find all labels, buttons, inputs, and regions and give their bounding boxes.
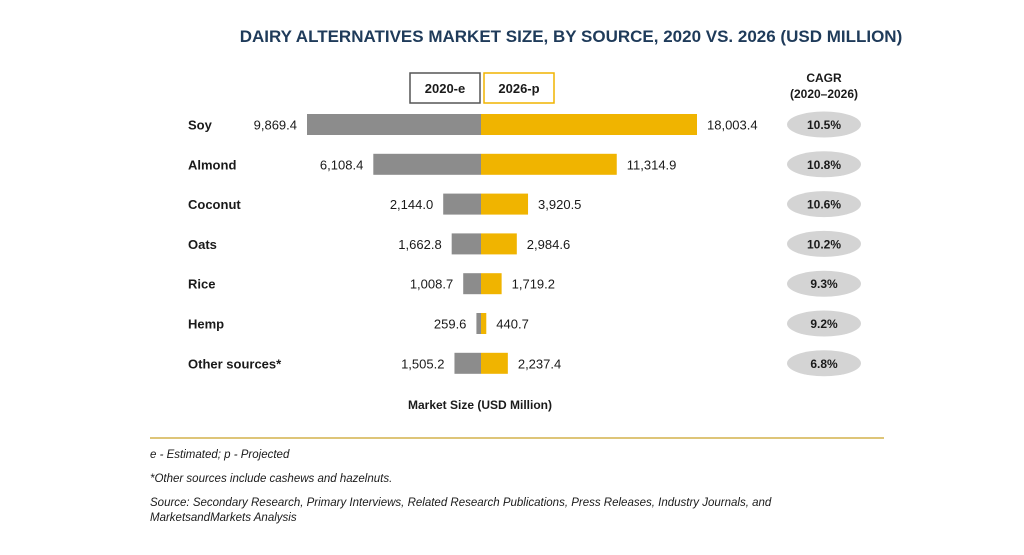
bar-2026-rice [481,273,502,295]
bar-2020-soy [307,114,481,135]
bar-2026-soy [481,114,697,135]
cagr-value-almond: 10.8% [807,158,841,172]
value-label-2020-coconut: 2,144.0 [390,197,433,212]
category-label-other-sources: Other sources* [188,356,282,371]
bar-2020-oats [451,233,481,255]
value-label-2026-soy: 18,003.4 [707,118,758,133]
cagr-pill-hemp [787,310,861,337]
bar-2026-almond [481,153,617,175]
category-label-oats: Oats [188,237,217,252]
value-label-2020-soy: 9,869.4 [254,118,297,133]
bars-group: Soy 9,869.4 18,003.4 10.5% Almond 6,108.4 11,3… [188,111,861,377]
cagr-value-other-sources: 6.8% [810,357,838,371]
legend-label-2020: 2020-e [425,81,465,96]
legend-box-2026 [483,72,555,104]
note-source: Source: Secondary Research, Primary Inte… [150,497,772,524]
cagr-pill-soy [787,111,861,138]
bar-2026-hemp [481,313,487,334]
cagr-value-rice: 9.3% [810,277,838,291]
category-label-soy: Soy [188,118,213,133]
bar-2020-other-sources [454,352,481,374]
legend-label-2026: 2026-p [498,81,539,96]
cagr-pill-almond [787,151,861,178]
value-label-2020-other-sources: 1,505.2 [401,356,444,371]
cagr-pill-coconut [787,191,861,218]
cagr-pill-rice [787,270,861,297]
note-estimated: e - Estimated; p - Projected [150,449,290,461]
bar-2020-rice [463,273,481,295]
value-label-2020-rice: 1,008.7 [410,277,453,292]
footnotes: e - Estimated; p - Projected *Other sour… [150,448,850,535]
note-other-sources: *Other sources include cashews and hazel… [150,473,393,485]
value-label-2020-hemp: 259.6 [434,317,467,332]
category-label-hemp: Hemp [188,317,224,332]
value-label-2020-almond: 6,108.4 [320,157,363,172]
category-label-almond: Almond [188,157,236,172]
cagr-value-hemp: 9.2% [810,317,838,331]
cagr-pill-other-sources [787,350,861,377]
cagr-pill-oats [787,230,861,257]
cagr-header-line1: CAGR [806,71,842,85]
value-label-2026-oats: 2,984.6 [527,237,570,252]
x-axis-label: Market Size (USD Million) [408,398,552,412]
bar-2020-almond [373,153,481,175]
category-label-coconut: Coconut [188,197,241,212]
bar-2026-oats [481,233,517,255]
value-label-2026-coconut: 3,920.5 [538,197,581,212]
chart-title: DAIRY ALTERNATIVES MARKET SIZE, BY SOURC… [240,27,903,46]
legend-box-2020 [409,72,481,104]
bar-2026-coconut [481,193,529,215]
bar-2020-hemp [476,313,481,334]
category-label-rice: Rice [188,277,215,292]
value-label-2020-oats: 1,662.8 [398,237,441,252]
cagr-header-line2: (2020–2026) [790,87,858,101]
value-label-2026-almond: 11,314.9 [627,157,677,172]
cagr-value-oats: 10.2% [807,237,841,251]
value-label-2026-rice: 1,719.2 [512,277,555,292]
bar-2020-coconut [443,193,481,215]
value-label-2026-hemp: 440.7 [496,317,529,332]
cagr-value-soy: 10.5% [807,118,841,132]
value-label-2026-other-sources: 2,237.4 [518,356,561,371]
cagr-value-coconut: 10.6% [807,198,841,212]
bar-2026-other-sources [481,352,508,374]
